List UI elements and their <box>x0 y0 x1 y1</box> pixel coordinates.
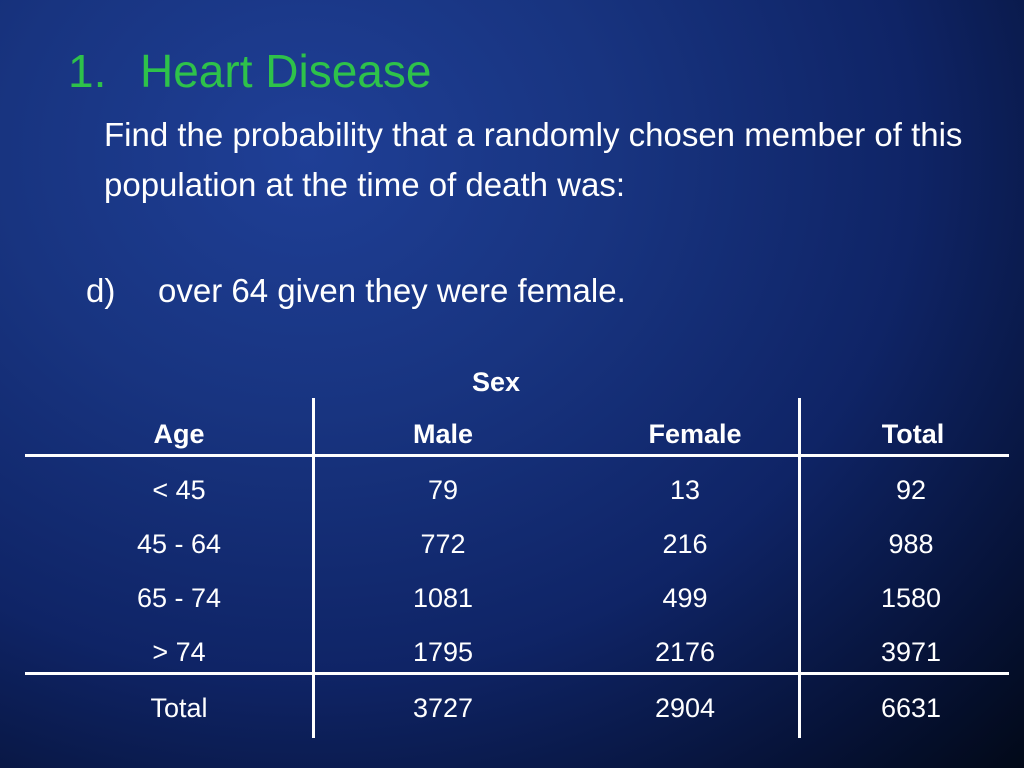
slide-title: 1. Heart Disease <box>68 44 431 98</box>
table-cell: 772 <box>420 529 466 559</box>
total-divider <box>25 672 1009 675</box>
table-cell: 216 <box>662 529 708 559</box>
total-row-label: Total <box>150 693 208 723</box>
table-cell: 1081 <box>412 583 474 613</box>
question-text: Find the probability that a randomly cho… <box>104 116 963 203</box>
table-cell: 65 - 74 <box>136 583 222 613</box>
header-age: Age <box>153 419 205 449</box>
table-cell: 3971 <box>880 637 942 667</box>
table-cell: 79 <box>427 475 459 505</box>
table-cell: > 74 <box>152 637 206 667</box>
table-cell: 499 <box>662 583 708 613</box>
item-marker: d) <box>86 272 116 309</box>
age-column-divider <box>312 398 315 738</box>
table-cell: 45 - 64 <box>136 529 222 559</box>
total-column-divider <box>798 398 801 738</box>
table-cell: 13 <box>669 475 701 505</box>
table-cell: 1580 <box>880 583 942 613</box>
header-divider <box>25 454 1009 457</box>
table-cell: 2904 <box>654 693 716 723</box>
table-cell: < 45 <box>152 475 206 505</box>
table-cell: 988 <box>888 529 934 559</box>
question-item-d: d) over 64 given they were female. <box>86 266 626 316</box>
table-cell: 1795 <box>412 637 474 667</box>
title-text: Heart Disease <box>140 45 432 97</box>
sex-group-header: Sex <box>471 367 521 397</box>
title-number: 1. <box>68 45 107 97</box>
table-cell: 92 <box>895 475 927 505</box>
table-cell: 6631 <box>880 693 942 723</box>
header-male: Male <box>412 419 474 449</box>
table-cell: 3727 <box>412 693 474 723</box>
header-total: Total <box>881 419 945 449</box>
header-female: Female <box>648 419 742 449</box>
table-cell: 2176 <box>654 637 716 667</box>
item-text: over 64 given they were female. <box>158 272 626 309</box>
